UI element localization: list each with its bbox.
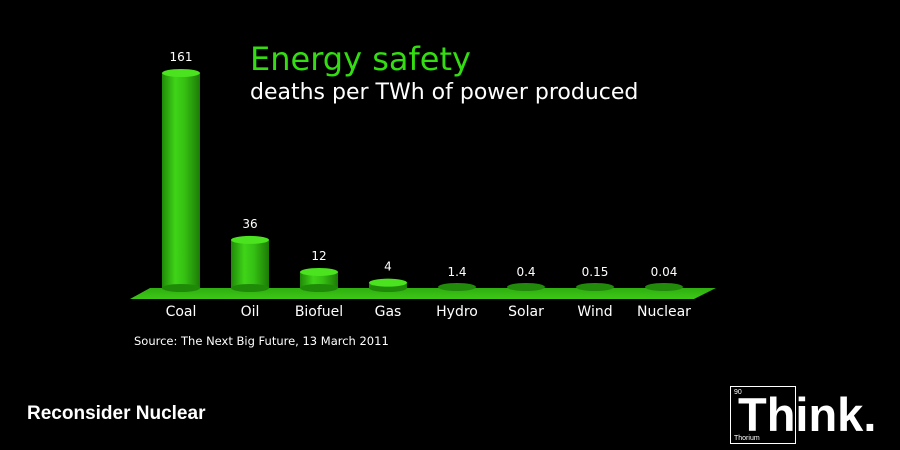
value-label-solar: 0.4 bbox=[516, 265, 535, 279]
chart-subtitle: deaths per TWh of power produced bbox=[250, 80, 639, 105]
chart-floor bbox=[130, 288, 716, 299]
bar-biofuel bbox=[300, 267, 338, 292]
category-label-nuclear: Nuclear bbox=[637, 304, 691, 320]
element-tile: 90 Thorium bbox=[730, 386, 796, 444]
element-name: Thorium bbox=[734, 435, 760, 442]
chart-source: Source: The Next Big Future, 13 March 20… bbox=[134, 334, 389, 348]
value-label-wind: 0.15 bbox=[582, 265, 609, 279]
category-label-hydro: Hydro bbox=[436, 304, 478, 320]
bars-layer bbox=[162, 69, 683, 292]
category-label-oil: Oil bbox=[241, 304, 260, 320]
category-label-coal: Coal bbox=[166, 304, 197, 320]
value-label-biofuel: 12 bbox=[311, 249, 326, 263]
bar-hydro bbox=[438, 283, 476, 291]
category-label-wind: Wind bbox=[577, 304, 612, 320]
bar-oil bbox=[231, 235, 269, 292]
category-label-biofuel: Biofuel bbox=[295, 304, 343, 320]
value-label-hydro: 1.4 bbox=[447, 265, 466, 279]
value-label-gas: 4 bbox=[384, 260, 392, 274]
bar-nuclear bbox=[645, 283, 683, 291]
video-caption: Reconsider Nuclear bbox=[27, 403, 206, 424]
bar-wind bbox=[576, 283, 614, 291]
bar-coal bbox=[162, 69, 200, 292]
category-label-gas: Gas bbox=[375, 304, 402, 320]
category-labels-layer: Coal Oil Biofuel Gas Hydro Solar Wind Nuclear bbox=[166, 304, 692, 320]
chart-title: Energy safety bbox=[250, 40, 471, 78]
bar-gas bbox=[369, 278, 407, 292]
value-label-oil: 36 bbox=[242, 217, 257, 231]
element-number: 90 bbox=[734, 389, 742, 396]
value-label-nuclear: 0.04 bbox=[651, 265, 678, 279]
logo-word: Think. bbox=[738, 388, 877, 441]
category-label-solar: Solar bbox=[508, 304, 544, 320]
think-thorium-logo: 90 Thorium Think. bbox=[730, 386, 890, 446]
bar-solar bbox=[507, 283, 545, 291]
value-labels-layer: 161 36 12 4 1.4 0.4 0.15 0.04 bbox=[170, 50, 678, 279]
value-label-coal: 161 bbox=[170, 50, 193, 64]
